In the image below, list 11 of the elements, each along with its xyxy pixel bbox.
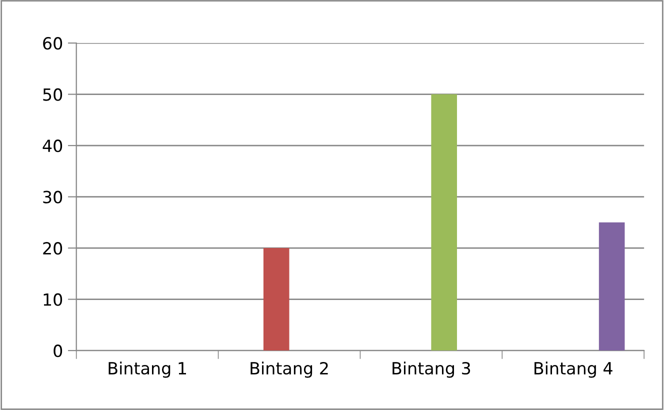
x-tick-label: Bintang 4	[534, 362, 612, 378]
y-tick-label: 30	[43, 190, 62, 204]
y-tick-label: 60	[43, 37, 62, 50]
x-tick-label: Bintang 3	[392, 362, 470, 378]
y-tick-label: 0	[54, 344, 62, 358]
y-tick-label: 50	[43, 88, 62, 101]
y-tick-label: 20	[43, 242, 62, 255]
x-tick-label: Bintang 2	[250, 362, 328, 378]
y-tick-label: 10	[44, 293, 62, 306]
x-tick-label: Bintang 1	[108, 362, 186, 378]
y-tick-label: 40	[42, 140, 62, 152]
